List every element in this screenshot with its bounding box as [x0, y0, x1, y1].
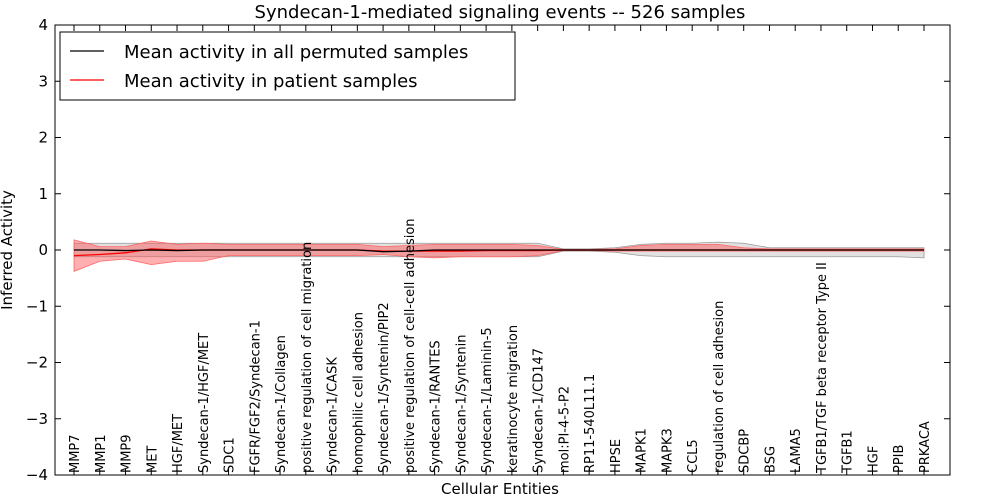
x-tick-label: regulation of cell adhesion [712, 301, 727, 473]
y-tick-label: 4 [38, 16, 48, 34]
x-tick-label: RP11-540L11.1 [583, 374, 598, 473]
x-tick-label: TGFB1/TGF beta receptor Type II [815, 262, 830, 474]
y-tick-label: −1 [26, 297, 48, 315]
y-tick-label: −3 [26, 410, 48, 428]
x-tick-label: Syndecan-1/Collagen [274, 335, 289, 473]
x-tick-label: mol:PI-4-5-P2 [557, 386, 572, 473]
x-ticks: MMP7 MMP1 MMP9 MET HGF/MET Syndecan-1/HGF/MET… [68, 25, 933, 475]
legend: Mean activity in all permuted samples Me… [59, 31, 516, 101]
legend-frame [59, 31, 516, 101]
y-tick-label: 3 [38, 72, 48, 90]
y-ticks: 4 3 2 1 0 −1 −2 −3 −4 [26, 16, 950, 484]
y-axis-label: Inferred Activity [0, 190, 16, 310]
x-tick-label: CCL5 [686, 439, 701, 473]
chart-title: Syndecan-1-mediated signaling events -- … [255, 2, 746, 23]
x-tick-label: TGFB1 [841, 430, 856, 474]
x-tick-label: FGFR/FGF2/Syndecan-1 [248, 320, 263, 473]
x-tick-label: HGF/MET [171, 414, 186, 473]
line-permuted [74, 249, 924, 253]
x-tick-label: HGF [866, 446, 881, 473]
x-tick-label: MET [145, 446, 160, 473]
x-tick-label: Syndecan-1/Laminin-5 [480, 327, 495, 473]
x-tick-label: BSG [763, 446, 778, 473]
x-tick-label: Syndecan-1/Syntenin/PIP2 [377, 302, 392, 473]
x-tick-label: PRKACA [918, 421, 933, 473]
x-tick-label: positive regulation of cell-cell adhesio… [403, 218, 418, 473]
band-patient [73, 239, 925, 272]
x-tick-label: Syndecan-1/CASK [326, 357, 341, 473]
x-tick-label: Syndecan-1/RANTES [429, 340, 444, 473]
x-tick-label: MMP1 [94, 434, 109, 473]
x-tick-label: positive regulation of cell migration [300, 242, 315, 473]
legend-label-patient: Mean activity in patient samples [124, 71, 418, 92]
x-tick-label: homophilic cell adhesion [351, 312, 366, 473]
x-tick-label: MMP9 [120, 434, 135, 473]
y-tick-label: 0 [38, 241, 48, 259]
x-axis-label: Cellular Entities [441, 480, 559, 498]
x-tick-label: MMP7 [68, 434, 83, 473]
series-lines [73, 248, 924, 257]
x-tick-label: SDCBP [738, 429, 753, 473]
x-tick-label: Syndecan-1/CD147 [532, 348, 547, 473]
x-tick-label: LAMA5 [789, 428, 804, 473]
x-tick-label: HPSE [609, 439, 624, 473]
y-tick-label: −4 [26, 466, 48, 484]
y-tick-label: −2 [26, 354, 48, 372]
x-tick-label: PPIB [892, 445, 907, 473]
x-tick-label: SDC1 [223, 437, 238, 473]
x-tick-label: Syndecan-1/HGF/MET [197, 333, 212, 473]
confidence-bands [73, 239, 925, 272]
plot-frame [54, 24, 951, 476]
x-tick-label: MAPK3 [660, 428, 675, 473]
y-tick-label: 2 [38, 129, 48, 147]
y-tick-label: 1 [38, 185, 48, 203]
x-tick-label: Syndecan-1/Syntenin [454, 335, 469, 474]
x-tick-label: MAPK1 [635, 428, 650, 473]
x-tick-label: keratinocyte migration [506, 325, 521, 473]
legend-label-permuted: Mean activity in all permuted samples [124, 42, 468, 63]
